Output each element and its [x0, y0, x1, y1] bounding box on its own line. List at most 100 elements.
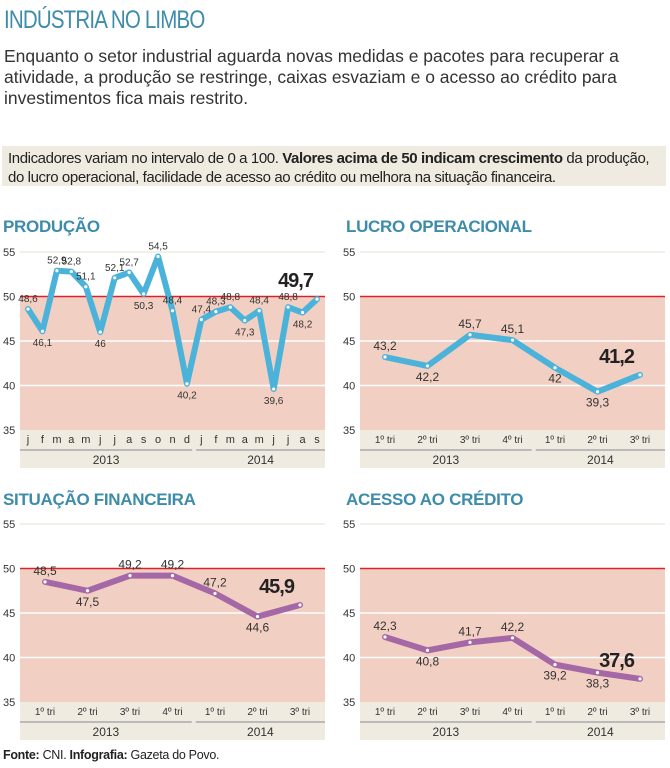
- data-point: [228, 305, 232, 309]
- y-tick-label: 35: [3, 697, 15, 709]
- data-label: 48,6: [18, 294, 38, 305]
- y-tick-label: 55: [343, 247, 355, 259]
- x-tick-label: 3º tri: [630, 435, 650, 446]
- data-point: [127, 270, 131, 275]
- data-point: [43, 580, 47, 584]
- x-tick-label: j: [112, 434, 115, 446]
- data-point: [272, 387, 276, 391]
- data-label-latest: 45,9: [259, 576, 295, 598]
- data-point: [170, 574, 175, 578]
- data-point: [300, 310, 305, 315]
- data-label: 52,7: [119, 257, 139, 268]
- x-tick-label: 1º tri: [375, 707, 395, 718]
- x-tick-label: 3º tri: [460, 707, 480, 718]
- data-label: 39,3: [586, 396, 610, 410]
- data-label: 46: [95, 339, 107, 350]
- source-value: CNI.: [39, 748, 70, 762]
- x-tick-label: 2º tri: [587, 707, 607, 718]
- y-tick-label: 40: [3, 653, 15, 665]
- data-label: 45,7: [458, 317, 482, 331]
- x-axis-band: [20, 430, 325, 468]
- x-tick-label: a: [68, 434, 75, 446]
- x-tick-label: 4º tri: [502, 435, 522, 446]
- x-tick-label: j: [199, 434, 202, 446]
- x-axis-band: [20, 702, 325, 740]
- x-tick-label: 1º tri: [545, 435, 565, 446]
- x-tick-label: d: [184, 434, 190, 446]
- chart-title-lucro: LUCRO OPERACIONAL: [346, 217, 532, 236]
- x-tick-label: s: [141, 434, 147, 446]
- data-label: 42,2: [416, 370, 440, 384]
- x-tick-label: a: [126, 434, 133, 446]
- data-point: [243, 318, 247, 323]
- x-tick-label: 4º tri: [162, 707, 182, 718]
- data-point: [425, 364, 430, 368]
- x-tick-label: 3º tri: [290, 707, 310, 718]
- year-label: 2014: [247, 725, 274, 739]
- x-tick-label: f: [41, 434, 45, 446]
- x-tick-label: 1º tri: [205, 707, 225, 718]
- data-label: 48,4: [249, 296, 269, 307]
- data-point: [257, 309, 261, 313]
- data-label: 51,1: [76, 272, 96, 283]
- data-point: [85, 589, 90, 593]
- x-tick-label: a: [299, 434, 306, 446]
- x-tick-label: o: [155, 434, 161, 446]
- data-label: 42: [548, 372, 562, 386]
- note-bold: Valores acima de 50 indicam crescimento: [282, 150, 563, 167]
- x-tick-label: a: [242, 434, 249, 446]
- data-point: [315, 297, 319, 301]
- note-box: Indicadores variam no intervalo de 0 a 1…: [2, 146, 666, 186]
- y-tick-label: 45: [343, 608, 355, 620]
- x-tick-label: 2º tri: [417, 435, 437, 446]
- x-tick-label: 3º tri: [460, 435, 480, 446]
- y-tick-label: 55: [3, 247, 15, 259]
- y-tick-label: 40: [3, 381, 15, 393]
- data-label: 42,3: [373, 619, 397, 633]
- data-label: 40,2: [177, 391, 197, 402]
- data-label: 39,2: [543, 669, 567, 683]
- data-label: 48,8: [221, 292, 241, 303]
- data-label: 52,9: [47, 256, 67, 267]
- x-tick-label: 3º tri: [120, 707, 140, 718]
- data-point: [113, 276, 117, 280]
- x-tick-label: f: [214, 434, 218, 446]
- data-label: 39,6: [264, 396, 284, 407]
- data-point: [638, 677, 642, 681]
- year-label: 2014: [587, 725, 614, 739]
- data-label: 42,2: [501, 620, 525, 634]
- data-label: 50,3: [134, 301, 154, 312]
- data-point: [199, 318, 203, 322]
- y-tick-label: 45: [3, 608, 15, 620]
- y-tick-label: 50: [3, 292, 15, 304]
- chart-title-producao: PRODUÇÃO: [3, 217, 100, 236]
- data-point: [510, 636, 515, 640]
- data-label: 47,5: [76, 595, 100, 609]
- data-point: [213, 591, 217, 596]
- data-point: [468, 640, 472, 644]
- data-point: [255, 614, 260, 619]
- data-label: 38,3: [586, 677, 610, 691]
- x-tick-label: s: [314, 434, 320, 446]
- data-point: [26, 307, 30, 311]
- x-tick-label: m: [226, 434, 235, 446]
- chart-title-acesso: ACESSO AO CRÉDITO: [346, 490, 524, 509]
- data-label: 52,8: [62, 257, 82, 268]
- data-point: [383, 635, 387, 639]
- data-label: 45,1: [501, 322, 525, 336]
- data-label: 43,2: [373, 339, 397, 353]
- x-tick-label: 2º tri: [77, 707, 97, 718]
- year-label: 2014: [587, 453, 614, 467]
- x-tick-label: 4º tri: [502, 707, 522, 718]
- data-point: [69, 269, 73, 274]
- data-point: [40, 329, 45, 333]
- data-label-latest: 41,2: [599, 346, 635, 368]
- year-label: 2014: [247, 453, 274, 467]
- data-point: [128, 574, 132, 578]
- y-tick-label: 50: [3, 564, 15, 576]
- year-label: 2013: [93, 725, 120, 739]
- x-tick-label: j: [286, 434, 289, 446]
- data-label: 48,8: [278, 292, 298, 303]
- y-tick-label: 55: [3, 519, 15, 531]
